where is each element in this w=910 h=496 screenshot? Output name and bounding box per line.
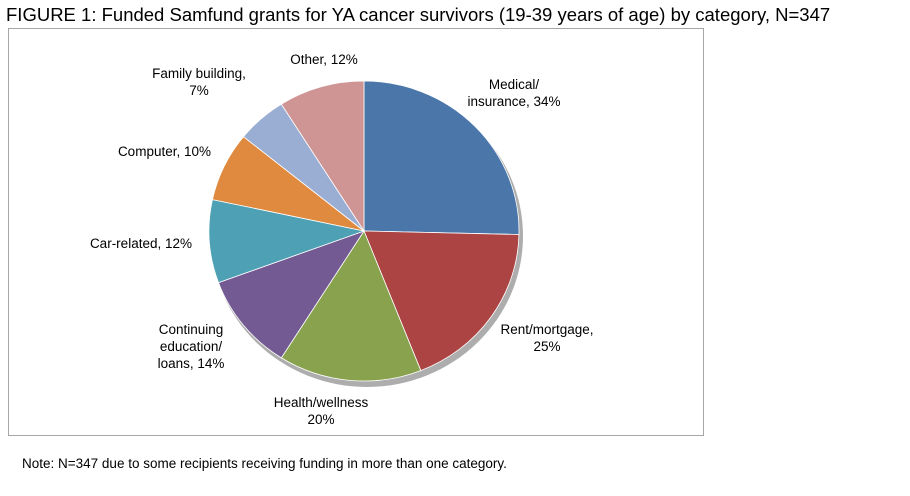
pie-label-line: 7% — [189, 83, 209, 98]
pie-label-line: Medical/ — [489, 77, 540, 92]
figure-title: FIGURE 1: Funded Samfund grants for YA c… — [6, 4, 831, 25]
pie-label-line: Other, 12% — [290, 52, 358, 67]
pie-label-line: insurance, 34% — [467, 94, 560, 109]
pie-label-line: Car-related, 12% — [90, 236, 192, 251]
pie-slice-rent-mortgage — [363, 230, 520, 372]
pie-label-line: 20% — [307, 412, 334, 427]
footnote: Note: N=347 due to some recipients recei… — [22, 456, 507, 471]
pie-slice-medical-insurance — [363, 80, 520, 235]
pie-label-line: loans, 14% — [158, 356, 225, 371]
pie-label-line: Family building, — [152, 66, 246, 81]
pie-label-line: Computer, 10% — [118, 144, 211, 159]
pie-slice-other — [280, 80, 365, 233]
pie-label-other: Other, 12% — [290, 52, 358, 67]
pie-slices — [208, 80, 520, 382]
pie-slice-continuing-education-loans — [217, 230, 365, 359]
pie-slice-car-related — [208, 199, 366, 284]
pie-label-line: Continuing — [159, 322, 224, 337]
pie-chart: Medical/insurance, 34% Rent/mortgage, 25% H… — [90, 52, 594, 427]
pie-label-medical-insurance: Medical/insurance, 34% — [467, 77, 560, 109]
pie-label-line: education/ — [160, 339, 223, 354]
pie-label-line: Health/wellness — [274, 395, 369, 410]
pie-label-car-related: Car-related, 12% — [90, 236, 192, 251]
pie-label-health-wellness: Health/wellness 20% — [274, 395, 369, 427]
pie-label-family-building: Family building, 7% — [152, 66, 246, 98]
pie-label-line: 25% — [533, 339, 560, 354]
pie-label-continuing-education-loans: Continuing education/loans, 14% — [158, 322, 225, 371]
pie-slice-health-wellness — [280, 230, 422, 382]
pie-label-computer: Computer, 10% — [118, 144, 211, 159]
pie-labels: Medical/insurance, 34% Rent/mortgage, 25% H… — [90, 52, 594, 427]
chart-area: Medical/insurance, 34% Rent/mortgage, 25% H… — [8, 28, 704, 436]
pie-label-rent-mortgage: Rent/mortgage, 25% — [500, 322, 593, 354]
pie-label-line: Rent/mortgage, — [500, 322, 593, 337]
